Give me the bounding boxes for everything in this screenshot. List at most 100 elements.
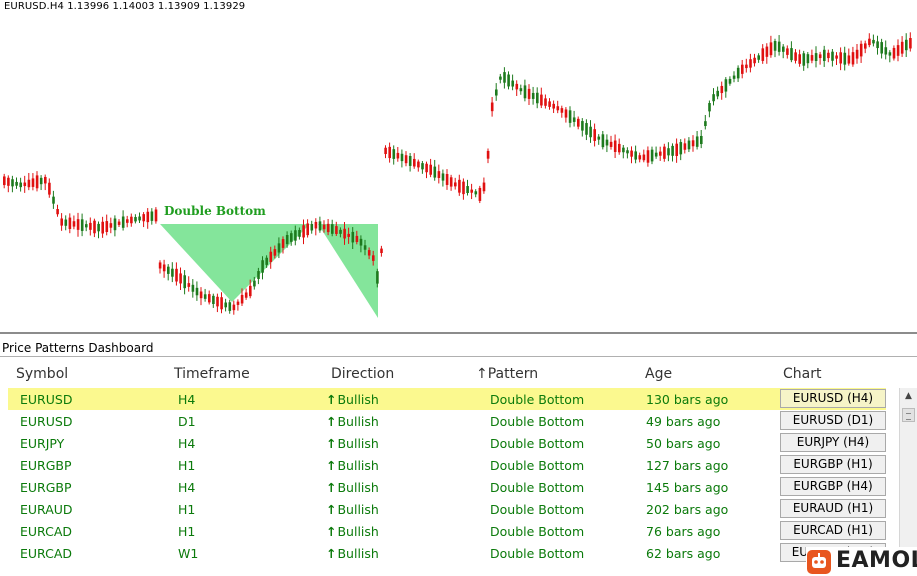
chart-button[interactable]: EURGBP (H1)	[780, 455, 886, 474]
scroll-thumb[interactable]	[902, 408, 915, 422]
candle-body	[474, 191, 478, 195]
candle-body	[31, 178, 35, 187]
cell-symbol: EURUSD	[20, 392, 73, 407]
cell-direction: ↑Bullish	[326, 480, 379, 495]
cell-age: 130 bars ago	[646, 392, 729, 407]
candle-body	[618, 143, 621, 153]
candle-body	[134, 217, 137, 222]
chart-separator[interactable]	[0, 332, 917, 334]
table-row[interactable]: EURUSD D1 ↑Bullish Double Bottom 49 bars ago…	[8, 410, 886, 432]
header-age[interactable]: Age	[645, 366, 673, 382]
candle-body	[794, 52, 797, 61]
direction-text: Bullish	[337, 458, 379, 473]
candle-body	[683, 143, 687, 150]
candle-body	[909, 38, 912, 49]
candle-body	[154, 209, 158, 222]
candle-body	[281, 239, 285, 248]
candle-body	[818, 54, 822, 59]
candle-body	[773, 40, 777, 51]
header-direction[interactable]: Direction	[331, 366, 395, 382]
candle-body	[503, 72, 506, 83]
candle-body	[581, 121, 584, 131]
candle-body	[240, 294, 244, 304]
scroll-up-arrow-icon[interactable]: ▲	[905, 391, 912, 401]
chart-button[interactable]: EURAUD (H1)	[780, 499, 886, 518]
table-row[interactable]: EURUSD H4 ↑Bullish Double Bottom 130 bars ag…	[8, 388, 886, 410]
candle-body	[650, 149, 654, 162]
table-row[interactable]: EURCAD W1 ↑Bullish Double Bottom 62 bars ago…	[8, 542, 886, 564]
table-scrollbar[interactable]: ▲	[899, 388, 917, 576]
table-row[interactable]: EURAUD H1 ↑Bullish Double Bottom 202 bars ag…	[8, 498, 886, 520]
chart-button[interactable]: EURUSD (D1)	[780, 411, 886, 430]
candle-body	[265, 257, 268, 265]
cell-timeframe: H4	[178, 392, 196, 407]
candle-body	[536, 92, 539, 104]
candle-body	[269, 251, 273, 262]
candle-body	[814, 53, 818, 61]
candle-body	[745, 64, 748, 69]
candle-body	[540, 94, 543, 106]
robot-icon	[807, 550, 831, 574]
cell-age: 145 bars ago	[646, 480, 729, 495]
up-arrow-icon: ↑	[326, 436, 337, 451]
candle-body	[285, 235, 289, 245]
table-row[interactable]: EURGBP H4 ↑Bullish Double Bottom 145 bars ag…	[8, 476, 886, 498]
cell-symbol: EURAUD	[20, 502, 73, 517]
candle-body	[101, 221, 104, 234]
candle-body	[720, 85, 724, 94]
cell-age: 76 bars ago	[646, 524, 721, 539]
chart-button[interactable]: EURUSD (H4)	[780, 389, 886, 408]
candle-body	[130, 216, 133, 224]
candle-body	[162, 264, 166, 272]
header-timeframe[interactable]: Timeframe	[174, 366, 250, 382]
candle-body	[851, 52, 855, 65]
candle-body	[433, 166, 437, 178]
candle-body	[900, 41, 904, 54]
header-symbol[interactable]: Symbol	[16, 366, 69, 382]
candle-body	[827, 52, 830, 59]
cell-pattern: Double Bottom	[490, 436, 585, 451]
candle-body	[732, 75, 736, 79]
up-arrow-icon: ↑	[326, 524, 337, 539]
table-row[interactable]: EURCAD H1 ↑Bullish Double Bottom 76 bars ago…	[8, 520, 886, 542]
candle-body	[253, 280, 256, 287]
candle-body	[872, 39, 875, 44]
candle-body	[257, 271, 260, 279]
candle-body	[593, 129, 596, 141]
price-chart[interactable]: EURUSD.H4 1.13996 1.14003 1.13909 1.1392…	[0, 0, 917, 333]
candle-body	[843, 52, 847, 65]
header-pattern[interactable]: ↑Pattern	[476, 366, 539, 382]
candle-body	[868, 38, 871, 46]
candle-body	[277, 243, 281, 253]
table-row[interactable]: EURJPY H4 ↑Bullish Double Bottom 50 bars ago…	[8, 432, 886, 454]
candle-body	[585, 123, 588, 135]
candle-body	[490, 102, 494, 112]
candle-body	[15, 181, 18, 186]
candle-body	[831, 51, 834, 61]
candle-body	[179, 273, 182, 284]
chart-button[interactable]: EURJPY (H4)	[780, 433, 886, 452]
candle-body	[425, 163, 428, 173]
chart-button[interactable]: EURGBP (H4)	[780, 477, 886, 496]
candle-body	[589, 126, 592, 138]
candle-body	[56, 209, 59, 215]
candle-body	[859, 43, 863, 57]
candle-body	[121, 216, 125, 228]
cell-pattern: Double Bottom	[490, 524, 585, 539]
header-chart[interactable]: Chart	[783, 366, 822, 382]
candle-body	[888, 52, 892, 56]
candle-body	[691, 140, 695, 147]
candle-body	[855, 49, 859, 59]
candle-body	[372, 255, 375, 261]
chart-button[interactable]: EURCAD (H1)	[780, 521, 886, 540]
candle-body	[667, 148, 670, 156]
candle-body	[741, 64, 744, 74]
candle-body	[273, 249, 277, 256]
up-arrow-icon: ↑	[326, 458, 337, 473]
candle-body	[495, 89, 498, 96]
candle-body	[769, 42, 773, 56]
table-row[interactable]: EURGBP H1 ↑Bullish Double Bottom 127 bars ag…	[8, 454, 886, 476]
candle-body	[839, 52, 842, 64]
candle-body	[466, 186, 469, 194]
candle-body	[544, 98, 547, 106]
